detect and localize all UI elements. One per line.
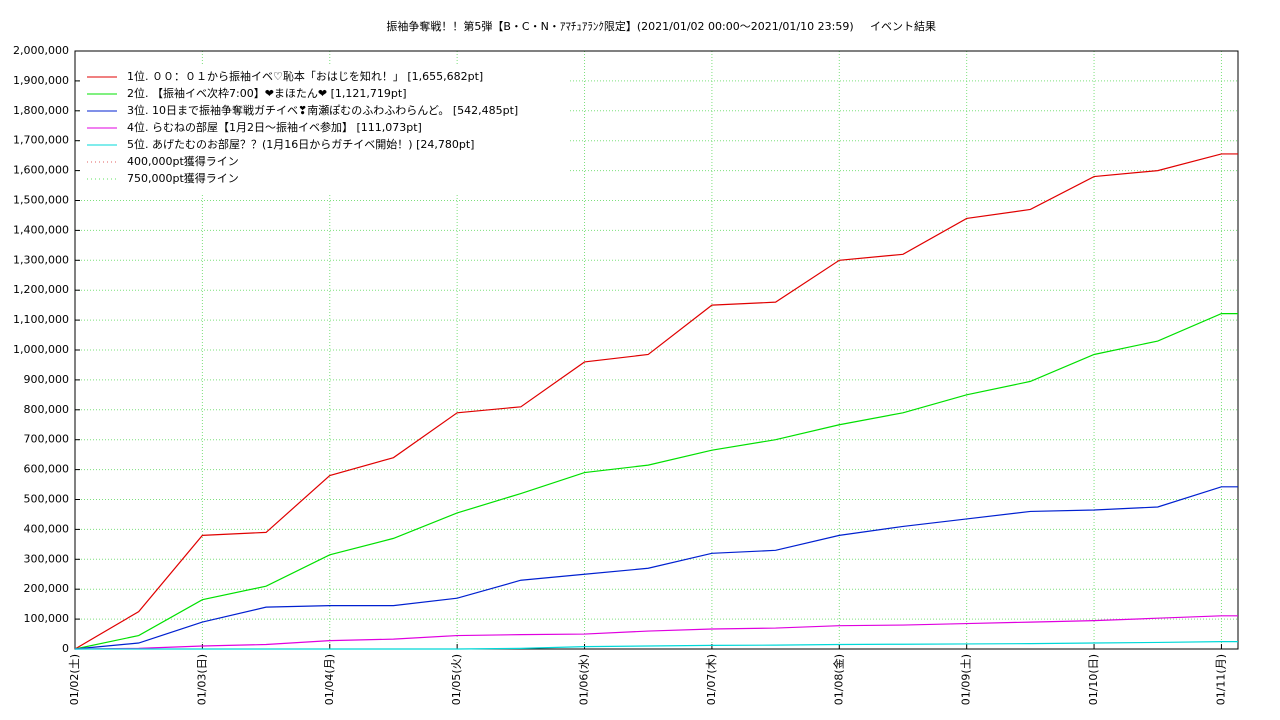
x-tick-label: 01/09(土) xyxy=(960,654,973,705)
y-tick-label: 1,000,000 xyxy=(13,343,69,356)
series-line xyxy=(74,615,1238,650)
legend-label: 5位. あげたむのお部屋？？(1月16日からガチイベ開始！) [24,780pt… xyxy=(127,137,474,151)
legend-label: 1位. ００：０１から振袖イベ♡恥本「おはじを知れ！」 [1,655,682pt… xyxy=(127,69,483,83)
y-tick-label: 1,400,000 xyxy=(13,223,69,236)
legend-label: 2位. 【振袖イベ次枠7:00】❤まほたん❤ [1,121,719pt] xyxy=(127,86,406,100)
y-tick-label: 400,000 xyxy=(24,522,70,535)
y-tick-label: 1,300,000 xyxy=(13,253,69,266)
legend-label: 4位. らむねの部屋【1月2日〜振袖イベ参加】 [111,073pt] xyxy=(127,120,422,134)
x-tick-label: 01/07(木) xyxy=(705,654,718,705)
y-tick-label: 1,700,000 xyxy=(13,134,69,147)
y-tick-label: 500,000 xyxy=(24,493,70,506)
y-tick-label: 200,000 xyxy=(24,582,70,595)
y-tick-label: 2,000,000 xyxy=(13,44,69,57)
y-tick-label: 1,800,000 xyxy=(13,104,69,117)
x-tick-label: 01/02(土) xyxy=(68,654,81,705)
y-tick-label: 900,000 xyxy=(24,373,70,386)
legend-label: 400,000pt獲得ライン xyxy=(127,155,239,168)
series-line xyxy=(74,313,1238,650)
series-line xyxy=(74,153,1238,650)
x-tick-label: 01/04(月) xyxy=(323,654,336,705)
plot-frame xyxy=(74,50,1239,650)
chart-subtitle: イベント結果 xyxy=(870,19,936,33)
y-tick-label: 800,000 xyxy=(24,403,70,416)
x-tick-label: 01/11(月) xyxy=(1214,654,1227,705)
legend-label: 750,000pt獲得ライン xyxy=(127,172,239,185)
x-tick-label: 01/05(火) xyxy=(450,654,463,705)
y-tick-label: 1,200,000 xyxy=(13,283,69,296)
series-line xyxy=(75,640,1238,650)
y-tick-label: 300,000 xyxy=(24,552,70,565)
y-tick-label: 100,000 xyxy=(24,612,70,625)
y-tick-label: 1,100,000 xyxy=(13,313,69,326)
legend-box xyxy=(80,65,570,195)
x-tick-label: 01/08(金) xyxy=(831,654,845,705)
series-line xyxy=(74,486,1238,650)
y-tick-label: 600,000 xyxy=(24,463,70,476)
y-tick-label: 0 xyxy=(62,642,69,655)
legend-label: 3位. 10日まで振袖争奪戦ガチイベ❣南瀬ぽむのふわふわらんど。 [542,48… xyxy=(127,103,518,117)
x-tick-label: 01/03(日) xyxy=(195,654,208,705)
y-tick-label: 1,900,000 xyxy=(13,74,69,87)
y-tick-label: 1,500,000 xyxy=(13,194,69,207)
y-tick-label: 700,000 xyxy=(24,433,70,446)
chart-title: 振袖争奪戦！！第5弾【B・C・N・ｱﾏﾁｭｱﾗﾝｸ限定】(2021/01/02 … xyxy=(386,19,853,33)
x-tick-label: 01/10(日) xyxy=(1087,654,1100,705)
x-tick-label: 01/06(水) xyxy=(578,654,591,705)
y-tick-label: 1,600,000 xyxy=(13,164,69,177)
